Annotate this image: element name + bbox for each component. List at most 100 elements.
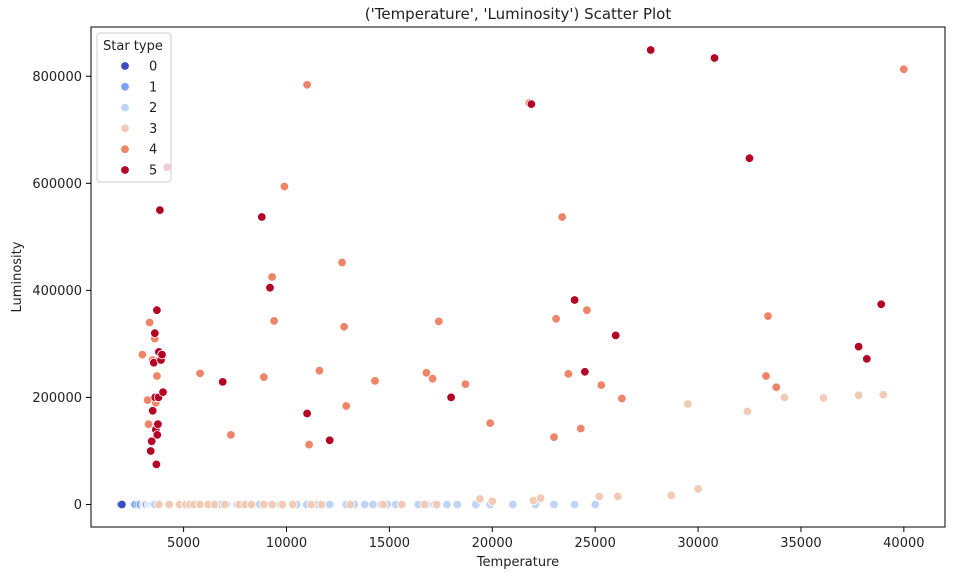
points-layer — [115, 45, 909, 510]
point-star-type-3 — [432, 499, 442, 510]
point-star-type-4 — [434, 316, 444, 327]
point-star-type-3 — [345, 499, 356, 510]
point-star-type-3 — [267, 499, 277, 510]
point-star-type-5 — [446, 392, 456, 403]
legend: Star type 0 1 2 3 4 5 — [96, 32, 172, 183]
point-star-type-5 — [265, 283, 275, 293]
point-star-type-5 — [862, 354, 872, 364]
point-star-type-4 — [137, 349, 148, 360]
point-star-type-5 — [147, 406, 158, 416]
x-axis: 5000 10000 15000 20000 25000 30000 35000 40000 — [167, 527, 925, 551]
point-star-type-3 — [209, 499, 220, 510]
point-star-type-4 — [337, 257, 347, 268]
point-star-type-3 — [288, 499, 298, 510]
point-star-type-4 — [195, 368, 205, 379]
point-star-type-3 — [259, 499, 269, 510]
point-star-type-5 — [155, 205, 165, 215]
point-star-type-5 — [744, 153, 755, 163]
point-star-type-4 — [549, 432, 559, 442]
point-star-type-3 — [246, 499, 257, 510]
x-tick-label: 25000 — [574, 536, 615, 551]
point-star-type-3 — [306, 499, 316, 510]
point-star-type-5 — [146, 436, 157, 447]
x-tick-label: 40000 — [883, 536, 924, 551]
point-star-type-4 — [259, 372, 269, 382]
point-star-type-2 — [590, 499, 600, 510]
point-star-type-4 — [302, 80, 312, 90]
point-star-type-3 — [666, 490, 677, 501]
point-star-type-5 — [302, 408, 312, 419]
point-star-type-4 — [339, 322, 349, 332]
point-star-type-3 — [378, 499, 388, 510]
x-tick-label: 5000 — [167, 536, 200, 551]
point-star-type-5 — [257, 212, 267, 222]
point-star-type-3 — [693, 484, 703, 494]
legend-marker-3 — [120, 123, 130, 134]
point-star-type-5 — [569, 295, 580, 305]
y-axis: 0 200000 400000 600000 800000 — [32, 70, 91, 513]
legend-marker-1 — [120, 82, 130, 92]
point-star-type-3 — [277, 499, 288, 510]
point-star-type-4 — [761, 371, 771, 381]
legend-label-3: 3 — [149, 122, 157, 137]
point-star-type-5 — [153, 419, 163, 429]
point-star-type-5 — [217, 377, 228, 387]
point-star-type-4 — [557, 212, 567, 222]
point-star-type-5 — [853, 341, 864, 352]
y-tick-label: 600000 — [32, 177, 82, 192]
x-tick-label: 20000 — [472, 536, 513, 551]
point-star-type-4 — [152, 371, 162, 381]
point-star-type-3 — [594, 491, 605, 502]
x-tick-label: 30000 — [677, 536, 718, 551]
point-star-type-3 — [535, 493, 546, 503]
point-star-type-4 — [596, 380, 607, 390]
point-star-type-2 — [368, 499, 378, 510]
point-star-type-4 — [314, 366, 325, 376]
point-star-type-3 — [419, 499, 430, 510]
point-star-type-5 — [646, 45, 656, 55]
point-star-type-2 — [325, 499, 335, 510]
point-star-type-4 — [563, 369, 574, 379]
point-star-type-4 — [576, 423, 586, 434]
point-star-type-5 — [709, 53, 720, 63]
point-star-type-3 — [878, 390, 889, 400]
point-star-type-5 — [526, 99, 537, 109]
point-star-type-5 — [580, 367, 590, 377]
point-star-type-5 — [150, 328, 160, 338]
y-tick-label: 200000 — [32, 391, 82, 406]
point-star-type-4 — [304, 439, 314, 450]
point-star-type-4 — [485, 418, 495, 428]
point-star-type-4 — [341, 401, 351, 411]
x-axis-label: Temperature — [476, 555, 559, 570]
point-star-type-3 — [853, 390, 864, 401]
legend-marker-2 — [120, 102, 130, 113]
point-star-type-2 — [442, 499, 452, 510]
point-star-type-4 — [899, 64, 909, 75]
point-star-type-4 — [460, 379, 471, 389]
point-star-type-0 — [117, 499, 127, 510]
y-tick-label: 0 — [74, 498, 82, 513]
legend-marker-0 — [120, 61, 130, 71]
point-star-type-5 — [158, 387, 168, 397]
point-star-type-5 — [157, 349, 167, 360]
point-star-type-3 — [164, 499, 174, 510]
point-star-type-4 — [582, 305, 592, 315]
point-star-type-3 — [683, 399, 693, 409]
x-tick-label: 15000 — [369, 536, 410, 551]
legend-marker-5 — [120, 165, 130, 175]
point-star-type-4 — [226, 430, 236, 440]
point-star-type-3 — [220, 499, 230, 510]
point-star-type-5 — [325, 435, 335, 446]
point-star-type-4 — [421, 368, 432, 378]
point-star-type-4 — [143, 419, 154, 429]
point-star-type-2 — [452, 499, 463, 510]
point-star-type-5 — [876, 299, 886, 310]
legend-label-0: 0 — [149, 60, 157, 75]
point-star-type-4 — [144, 317, 155, 328]
point-star-type-4 — [267, 272, 277, 282]
point-star-type-4 — [370, 376, 380, 386]
point-star-type-3 — [475, 494, 485, 504]
point-star-type-3 — [818, 393, 829, 403]
point-star-type-4 — [427, 374, 438, 384]
